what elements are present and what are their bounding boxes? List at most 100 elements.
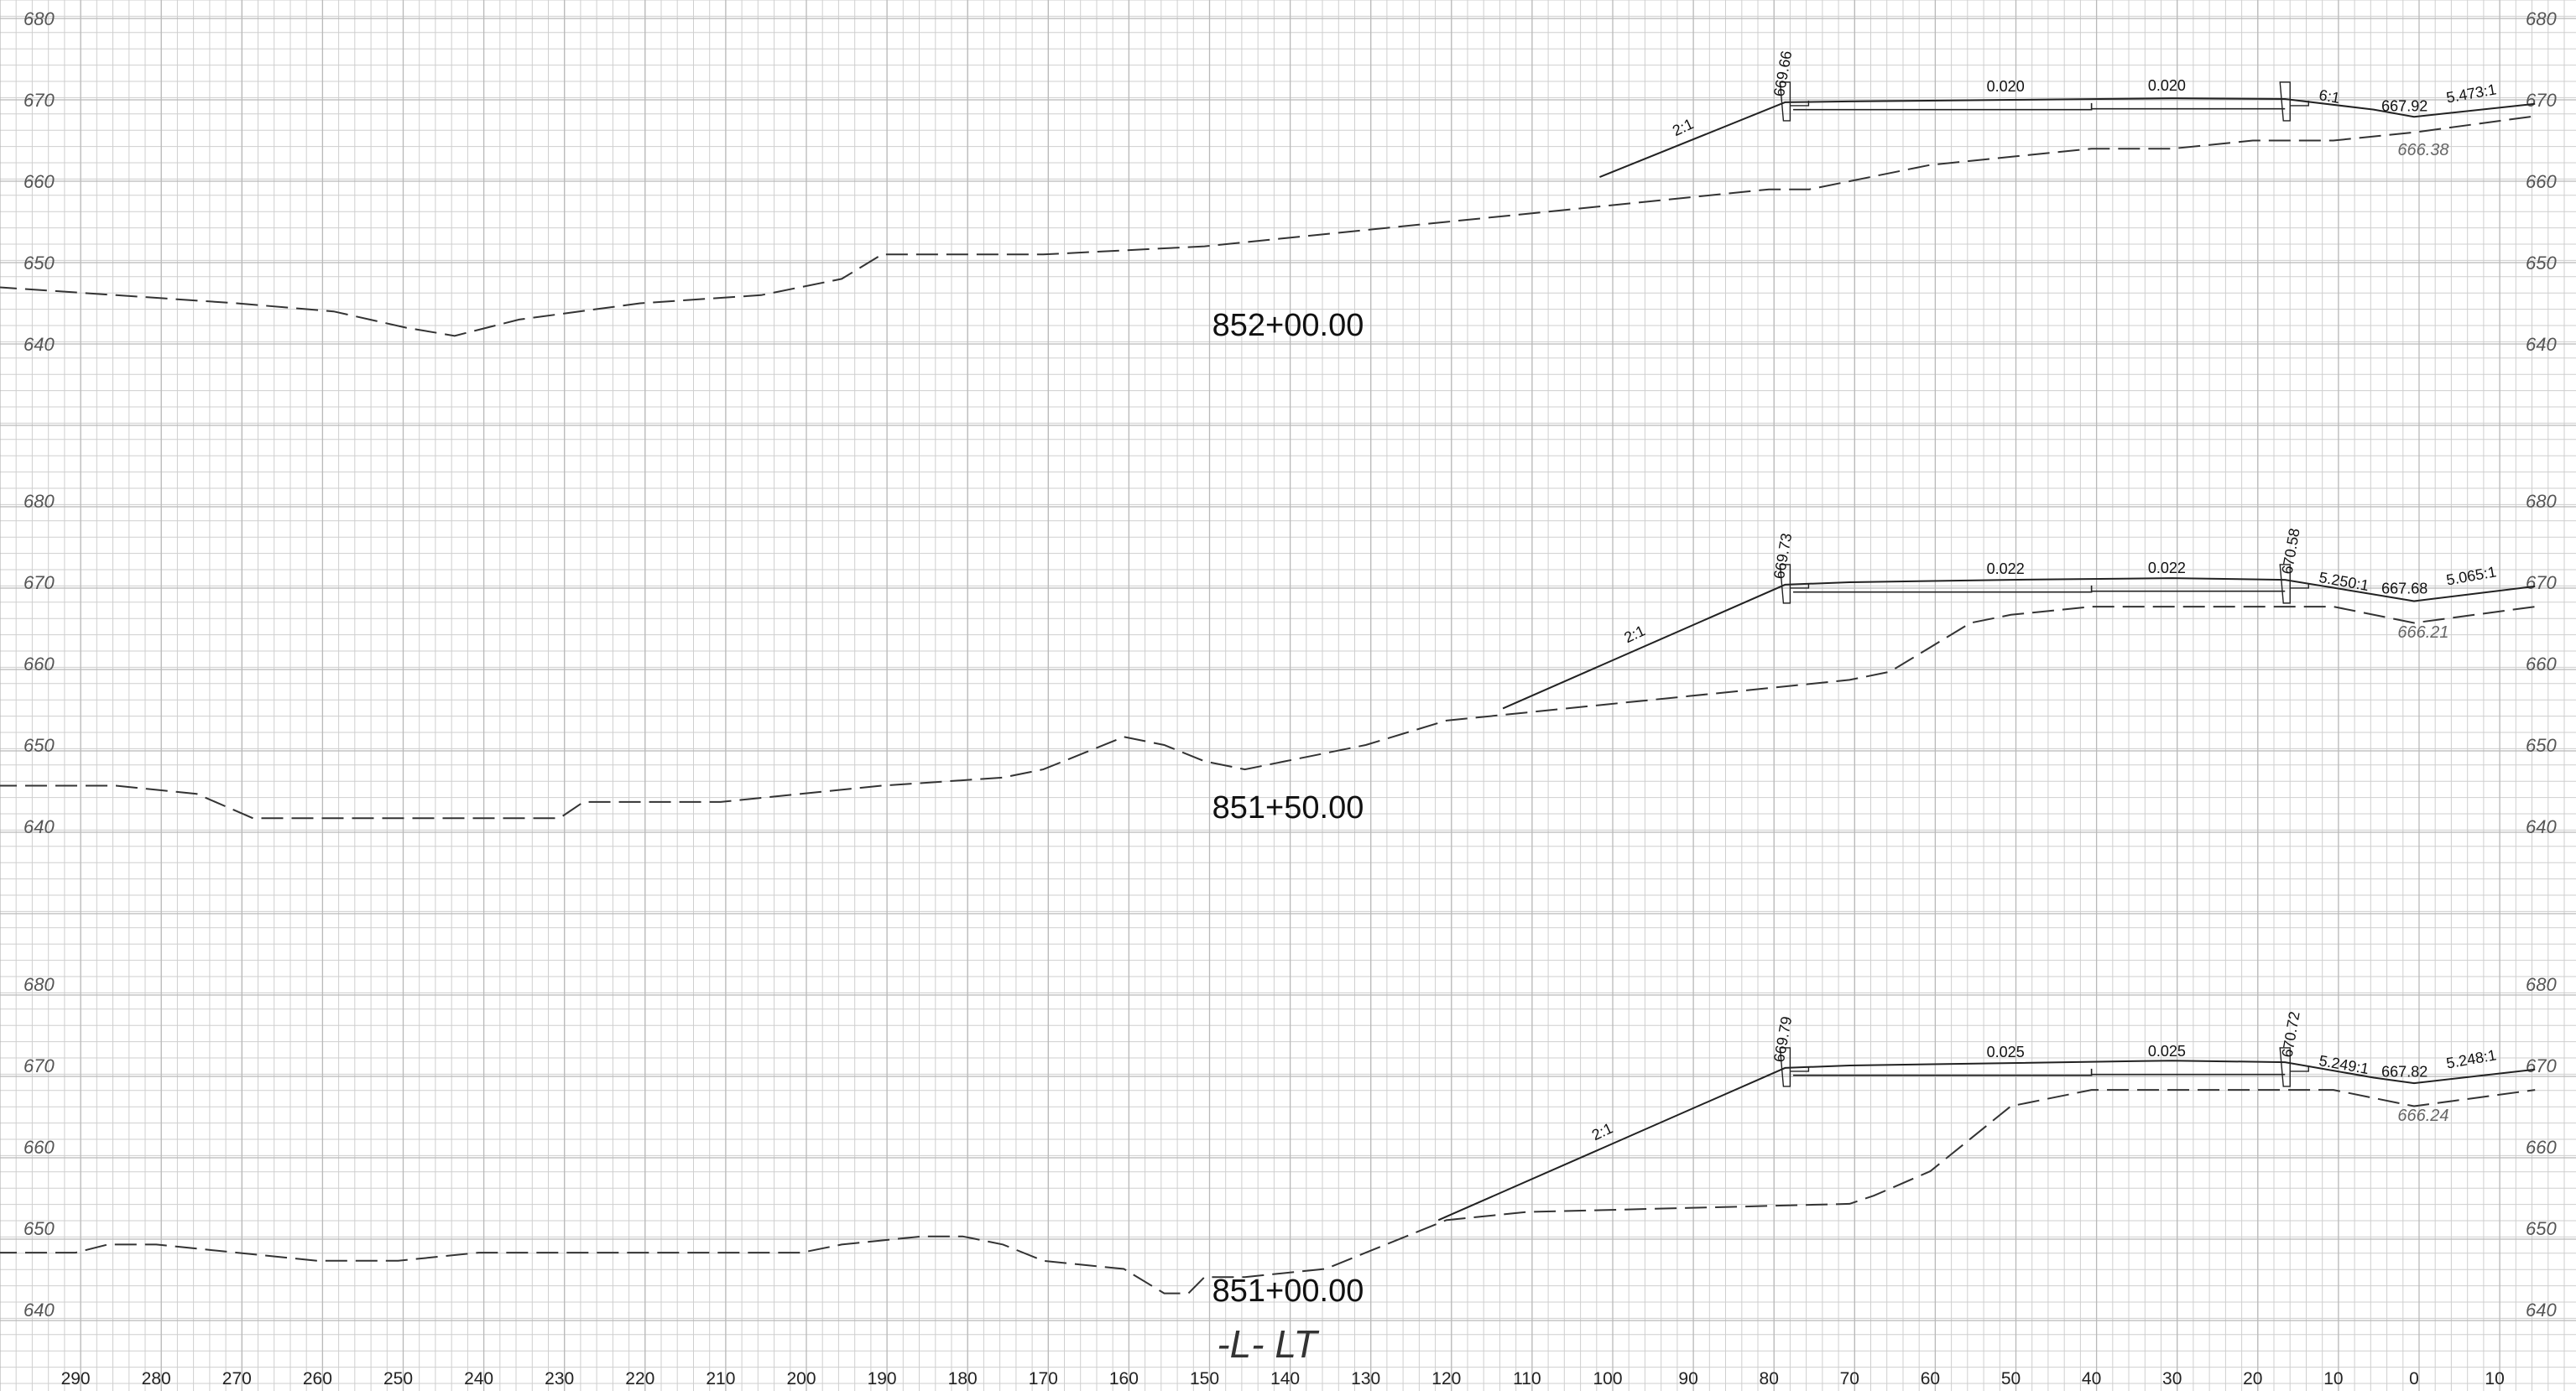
elevation-label-left: 640: [23, 1300, 55, 1321]
offset-tick-label: 230: [545, 1369, 574, 1388]
offset-tick-label: 150: [1190, 1369, 1219, 1388]
offset-tick-label: 200: [786, 1369, 816, 1388]
offset-tick-label: 140: [1270, 1369, 1300, 1388]
elevation-label-left: 670: [23, 90, 55, 111]
back-slope-ratio: 5.473:1: [2445, 81, 2498, 106]
offset-tick-label: 250: [383, 1369, 413, 1388]
curb-and-gutter: [1779, 564, 1810, 604]
offset-tick-label: 100: [1593, 1369, 1622, 1388]
elevation-label-right: 670: [2526, 90, 2557, 111]
offset-tick-label: 160: [1109, 1369, 1139, 1388]
elevation-label-right: 680: [2526, 974, 2557, 995]
station-label: 851+00.00: [1212, 1274, 1364, 1309]
elevation-label-left: 670: [23, 572, 55, 593]
cross-slope-right: 0.022: [2148, 560, 2186, 576]
existing-ground-elevation: 666.24: [2397, 1107, 2448, 1125]
pavement-layer: [1793, 585, 2286, 593]
elevation-label-left: 660: [23, 1137, 55, 1158]
offset-tick-label: 210: [706, 1369, 735, 1388]
offset-tick-label: 30: [2162, 1369, 2182, 1388]
design-surface-line: [1502, 577, 2536, 710]
elevation-label-left: 650: [23, 253, 55, 274]
ditch-slope-ratio: 6:1: [2318, 86, 2341, 107]
curb-elevation: 670.58: [2278, 527, 2302, 576]
elevation-label-right: 670: [2526, 1055, 2557, 1076]
existing-ground-line: [0, 115, 2536, 337]
offset-tick-label: 190: [868, 1369, 897, 1388]
elevation-label-right: 640: [2526, 1300, 2557, 1321]
offset-tick-label: 110: [1513, 1369, 1541, 1388]
elevation-label-right: 640: [2526, 816, 2557, 837]
curb-and-gutter: [1779, 1047, 1810, 1087]
curb-and-gutter: [2279, 81, 2309, 122]
elevation-label-right: 650: [2526, 1218, 2557, 1239]
offset-tick-label: 50: [2001, 1369, 2021, 1388]
pavement-layer: [1793, 102, 2286, 111]
existing-ground-line: [0, 606, 2536, 820]
ditch-elevation: 667.82: [2381, 1063, 2427, 1080]
elevation-label-left: 680: [23, 8, 55, 29]
back-slope-ratio: 5.065:1: [2445, 563, 2498, 588]
elevation-label-left: 660: [23, 171, 55, 192]
offset-tick-label: 240: [464, 1369, 493, 1388]
fill-slope-ratio: 2:1: [1670, 115, 1696, 139]
elevation-label-right: 640: [2526, 334, 2557, 355]
elevation-label-right: 650: [2526, 735, 2557, 756]
offset-tick-label: 10: [2323, 1369, 2343, 1388]
existing-ground-line: [0, 1089, 2536, 1295]
curb-and-gutter: [2279, 1047, 2309, 1087]
curb-elevation: 670.72: [2278, 1010, 2302, 1059]
offset-tick-label: 70: [1840, 1369, 1859, 1388]
design-surface-line: [1599, 97, 2536, 179]
cross-slope-left: 0.022: [1987, 560, 2025, 577]
offset-tick-label: 280: [142, 1369, 171, 1388]
existing-ground-elevation: 666.38: [2397, 141, 2448, 159]
cross-slope-right: 0.025: [2148, 1043, 2186, 1060]
offset-tick-label: 40: [2082, 1369, 2101, 1388]
curb-and-gutter: [1779, 81, 1810, 122]
elevation-label-left: 670: [23, 1055, 55, 1076]
station-offset-axis: 290 280 270 260 250 240 230 220 210 200 190 180 170 1…: [61, 1369, 2505, 1388]
pavement-layer: [1793, 1068, 2286, 1076]
elevation-label-left: 650: [23, 735, 55, 756]
offset-tick-label: 20: [2243, 1369, 2262, 1388]
offset-tick-label: 10: [2485, 1369, 2504, 1388]
elevation-label-left: 680: [23, 491, 55, 512]
offset-tick-label: 220: [625, 1369, 654, 1388]
offset-tick-label: 260: [303, 1369, 332, 1388]
offset-tick-label: 0: [2409, 1369, 2419, 1388]
station-label: 852+00.00: [1212, 308, 1364, 343]
ditch-elevation: 667.68: [2381, 580, 2427, 597]
ditch-elevation: 667.92: [2381, 97, 2427, 114]
elevation-label-left: 650: [23, 1218, 55, 1239]
cross-slope-left: 0.020: [1987, 78, 2025, 95]
offset-tick-label: 180: [948, 1369, 978, 1388]
elevation-label-left: 660: [23, 654, 55, 675]
offset-tick-label: 170: [1029, 1369, 1058, 1388]
offset-tick-label: 290: [61, 1369, 91, 1388]
cross-slope-left: 0.025: [1987, 1044, 2025, 1060]
offset-tick-label: 90: [1678, 1369, 1697, 1388]
elevation-label-right: 680: [2526, 491, 2557, 512]
elevation-label-left: 680: [23, 974, 55, 995]
design-surface-line: [1437, 1060, 2536, 1222]
elevation-label-right: 680: [2526, 8, 2557, 29]
sheet-title: -L- LT: [1217, 1322, 1319, 1366]
offset-tick-label: 60: [1921, 1369, 1940, 1388]
offset-tick-label: 80: [1760, 1369, 1779, 1388]
curb-and-gutter: [2279, 564, 2309, 604]
ditch-slope-ratio: 5.249:1: [2318, 1052, 2370, 1077]
offset-tick-label: 130: [1351, 1369, 1380, 1388]
offset-tick-label: 270: [222, 1369, 252, 1388]
station-label: 851+50.00: [1212, 790, 1364, 826]
elevation-label-right: 670: [2526, 572, 2557, 593]
offset-tick-label: 120: [1431, 1369, 1461, 1388]
fill-slope-ratio: 2:1: [1621, 623, 1647, 647]
